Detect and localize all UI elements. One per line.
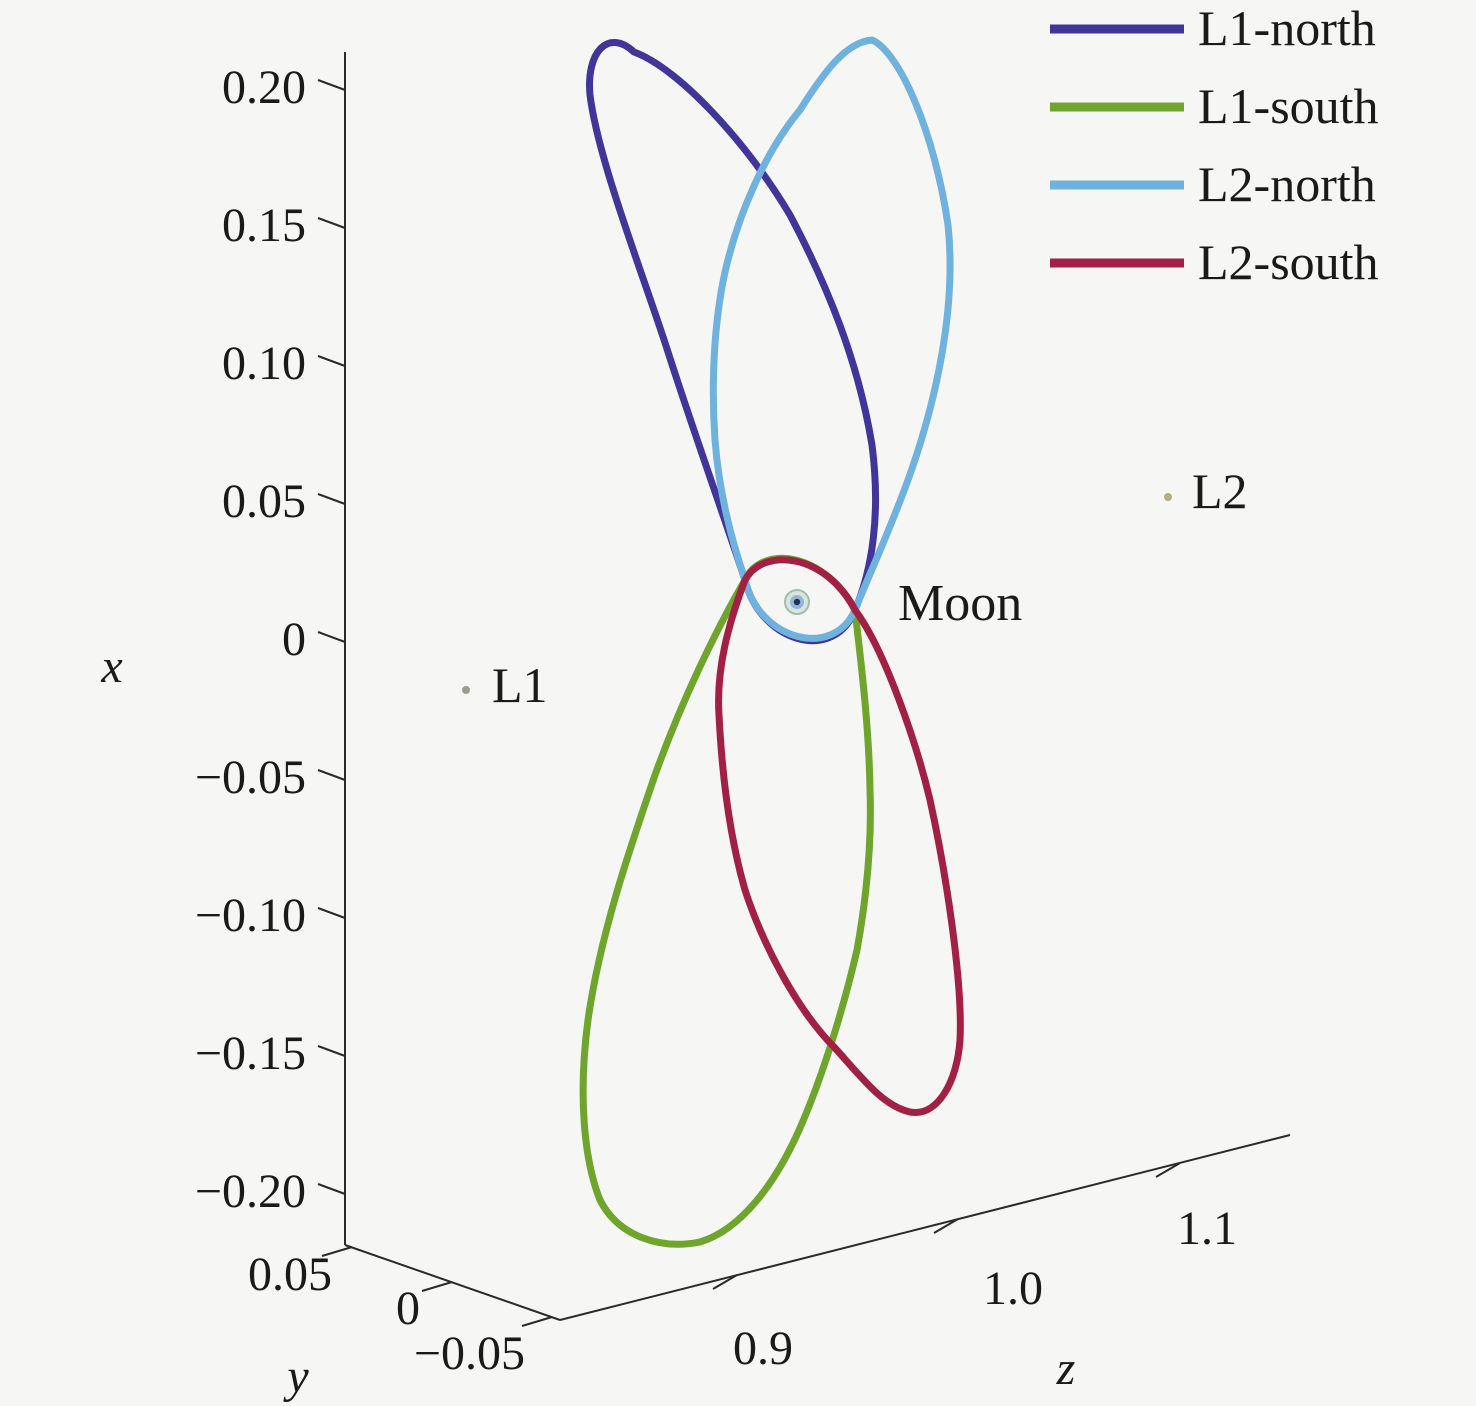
l1-point-marker <box>462 686 470 694</box>
tick-mark <box>317 631 346 643</box>
y-tick-label: −0.05 <box>414 1327 525 1380</box>
l2-north-curve <box>709 36 954 642</box>
l1-north-legend-label: L1-north <box>1198 0 1376 56</box>
x-tick-label: −0.15 <box>195 1027 306 1080</box>
z-axis-label: z <box>1056 1342 1076 1395</box>
tick-mark <box>317 79 346 91</box>
x-tick-label: 0.10 <box>222 337 306 390</box>
moon-label: Moon <box>898 575 1022 632</box>
l2-south-legend-label: L2-south <box>1198 234 1379 290</box>
x-tick-label: 0.20 <box>222 61 306 114</box>
x-tick-label: −0.20 <box>195 1165 306 1218</box>
tick-mark <box>317 217 346 229</box>
tick-mark <box>712 1274 738 1290</box>
tick-mark <box>933 1218 959 1234</box>
x-tick-label: 0.15 <box>222 199 306 252</box>
z-axis-line <box>559 1134 1291 1321</box>
x-axis-label: x <box>100 640 122 693</box>
x-tick-label: −0.10 <box>195 889 306 942</box>
tick-mark <box>321 1246 353 1257</box>
x-axis-tick-labels: 0.20 0.15 0.10 0.05 0 −0.05 −0.10 −0.15 … <box>195 61 306 1218</box>
z-tick-label: 0.9 <box>733 1322 793 1375</box>
y-axis-tick-labels: 0.05 0 −0.05 <box>248 1248 525 1380</box>
legend-entry-l1-north: L1-north <box>1050 0 1376 56</box>
tick-mark <box>521 1316 553 1327</box>
z-tick-label: 1.1 <box>1177 1202 1237 1255</box>
tick-mark <box>317 355 346 367</box>
x-tick-label: 0.05 <box>222 475 306 528</box>
orbit-curves <box>579 36 964 1248</box>
legend: L1-north L1-south L2-north L2-south <box>1050 0 1379 290</box>
moon-marker-center-dot <box>793 598 801 606</box>
l2-north-legend-label: L2-north <box>1198 156 1376 212</box>
x-axis-ticks <box>317 79 346 1195</box>
tick-mark <box>421 1281 453 1292</box>
z-axis-ticks <box>712 1162 1181 1290</box>
x-tick-label: 0 <box>282 613 306 666</box>
axes <box>344 52 1291 1321</box>
y-tick-label: 0.05 <box>248 1248 332 1301</box>
l1-south-curve <box>579 554 874 1248</box>
moon-marker <box>784 589 810 615</box>
legend-entry-l2-north: L2-north <box>1050 156 1376 212</box>
l2-point-marker <box>1164 493 1172 501</box>
y-tick-label: 0 <box>396 1282 420 1335</box>
legend-entry-l1-south: L1-south <box>1050 78 1379 134</box>
tick-mark <box>317 1045 346 1057</box>
l1-south-legend-label: L1-south <box>1198 78 1379 134</box>
tick-mark <box>1155 1162 1181 1178</box>
x-tick-label: −0.05 <box>195 751 306 804</box>
legend-entry-l2-south: L2-south <box>1050 234 1379 290</box>
tick-mark <box>317 907 346 919</box>
y-axis-label: y <box>282 1350 309 1403</box>
y-axis-ticks <box>321 1246 553 1327</box>
tick-mark <box>317 493 346 505</box>
z-tick-label: 1.0 <box>983 1262 1043 1315</box>
l2-label: L2 <box>1192 463 1248 519</box>
l1-label: L1 <box>492 657 548 713</box>
y-axis-line <box>344 1244 561 1321</box>
l2-south-curve <box>715 556 964 1116</box>
z-axis-tick-labels: 0.9 1.0 1.1 <box>733 1202 1237 1375</box>
tick-mark <box>317 769 346 781</box>
tick-mark <box>317 1183 346 1195</box>
